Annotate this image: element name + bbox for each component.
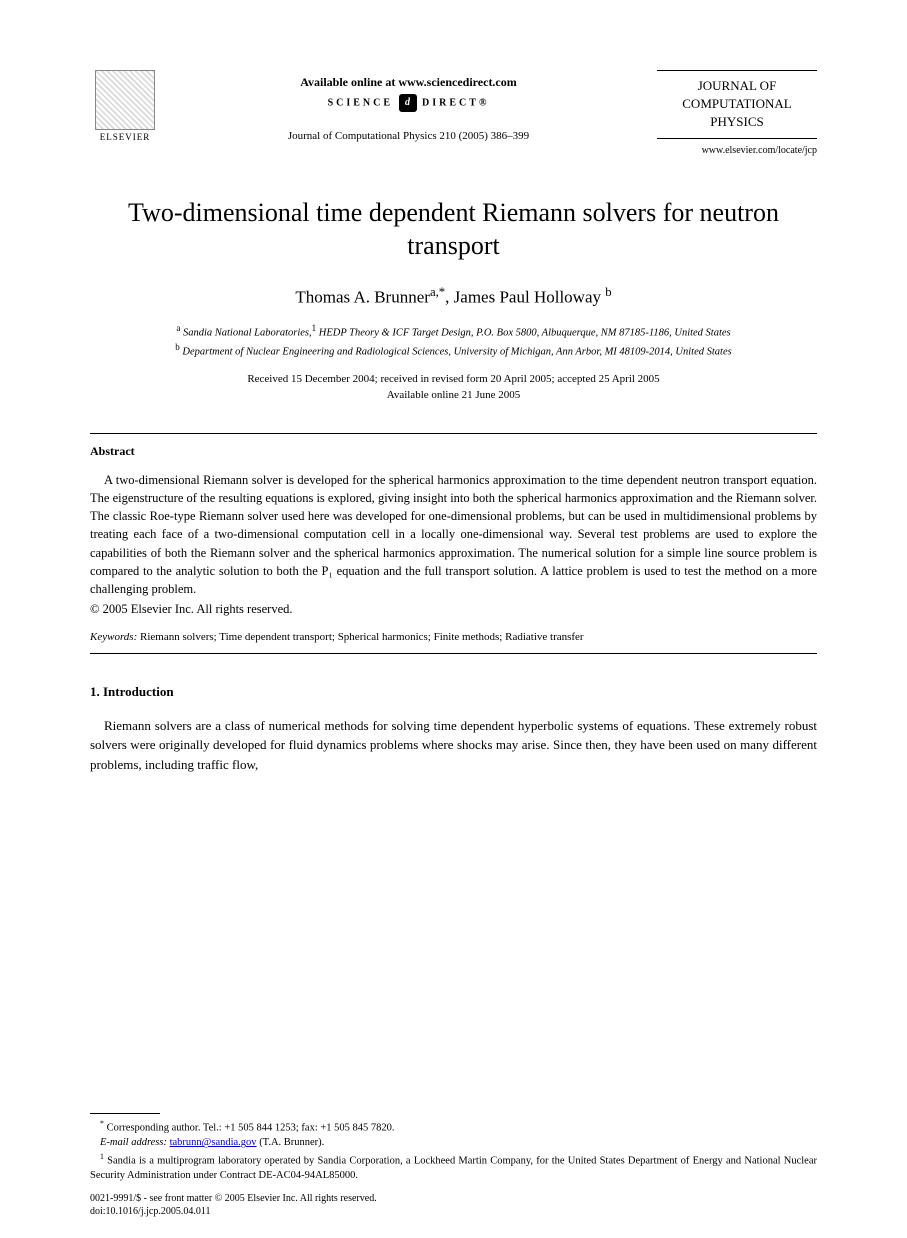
affiliations: a Sandia National Laboratories,1 HEDP Th… xyxy=(90,322,817,361)
rule-above-abstract xyxy=(90,433,817,434)
dates-line1: Received 15 December 2004; received in r… xyxy=(90,372,817,387)
author-sep: , xyxy=(445,288,454,307)
publisher-logo: ELSEVIER xyxy=(90,70,160,150)
rule-below-keywords xyxy=(90,653,817,654)
corr-text: Corresponding author. Tel.: +1 505 844 1… xyxy=(104,1123,395,1134)
affiliation-b: b Department of Nuclear Engineering and … xyxy=(90,341,817,360)
page-header: ELSEVIER Available online at www.science… xyxy=(90,70,817,156)
keywords-label: Keywords: xyxy=(90,631,137,643)
article-dates: Received 15 December 2004; received in r… xyxy=(90,372,817,403)
email-after: (T.A. Brunner). xyxy=(257,1137,325,1148)
bottom-info: 0021-9991/$ - see front matter © 2005 El… xyxy=(90,1192,817,1218)
authors-line: Thomas A. Brunnera,*, James Paul Hollowa… xyxy=(90,285,817,308)
journal-url: www.elsevier.com/locate/jcp xyxy=(657,145,817,156)
abstract-copyright: © 2005 Elsevier Inc. All rights reserved… xyxy=(90,602,817,617)
corresponding-author-note: * Corresponding author. Tel.: +1 505 844… xyxy=(90,1118,817,1136)
author-1-marks: a,* xyxy=(430,285,445,299)
affil-b-text: Department of Nuclear Engineering and Ra… xyxy=(180,347,732,358)
sd-badge-icon: d xyxy=(399,94,417,112)
header-center: Available online at www.sciencedirect.co… xyxy=(160,70,657,142)
dates-line2: Available online 21 June 2005 xyxy=(90,388,817,403)
section-1-body: Riemann solvers are a class of numerical… xyxy=(90,716,817,775)
journal-line1: JOURNAL OF xyxy=(657,77,817,95)
author-2: James Paul Holloway xyxy=(454,288,601,307)
section-1-heading: 1. Introduction xyxy=(90,684,817,700)
author-email-link[interactable]: tabrunn@sandia.gov xyxy=(170,1137,257,1148)
footnote-rule xyxy=(90,1113,160,1114)
citation-line: Journal of Computational Physics 210 (20… xyxy=(160,130,657,142)
doi-line: doi:10.1016/j.jcp.2005.04.011 xyxy=(90,1205,817,1218)
email-line: E-mail address: tabrunn@sandia.gov (T.A.… xyxy=(90,1136,817,1151)
elsevier-tree-icon xyxy=(95,70,155,130)
journal-line3: PHYSICS xyxy=(657,113,817,131)
affil-a-text1: Sandia National Laboratories, xyxy=(180,327,311,338)
front-matter-line: 0021-9991/$ - see front matter © 2005 El… xyxy=(90,1192,817,1205)
author-1: Thomas A. Brunner xyxy=(295,288,430,307)
journal-box: JOURNAL OF COMPUTATIONAL PHYSICS www.els… xyxy=(657,70,817,156)
affil-a-text2: HEDP Theory & ICF Target Design, P.O. Bo… xyxy=(316,327,731,338)
sd-right: DIRECT® xyxy=(422,97,489,108)
abstract-heading: Abstract xyxy=(90,444,817,459)
journal-line2: COMPUTATIONAL xyxy=(657,95,817,113)
fn1-text: Sandia is a multiprogram laboratory oper… xyxy=(90,1156,817,1182)
author-2-marks: b xyxy=(605,285,611,299)
email-label: E-mail address: xyxy=(100,1137,167,1148)
footnotes-block: * Corresponding author. Tel.: +1 505 844… xyxy=(90,1113,817,1184)
available-online-text: Available online at www.sciencedirect.co… xyxy=(160,75,657,90)
affiliation-a: a Sandia National Laboratories,1 HEDP Th… xyxy=(90,322,817,341)
footnote-1: 1 Sandia is a multiprogram laboratory op… xyxy=(90,1151,817,1184)
publisher-name: ELSEVIER xyxy=(100,132,151,142)
sd-left: SCIENCE xyxy=(328,97,393,108)
journal-name: JOURNAL OF COMPUTATIONAL PHYSICS xyxy=(657,70,817,139)
abstract-body: A two-dimensional Riemann solver is deve… xyxy=(90,471,817,598)
science-direct-logo: SCIENCE d DIRECT® xyxy=(160,94,657,112)
keywords-line: Keywords: Riemann solvers; Time dependen… xyxy=(90,631,817,643)
article-title: Two-dimensional time dependent Riemann s… xyxy=(90,196,817,264)
keywords-text: Riemann solvers; Time dependent transpor… xyxy=(137,631,583,643)
